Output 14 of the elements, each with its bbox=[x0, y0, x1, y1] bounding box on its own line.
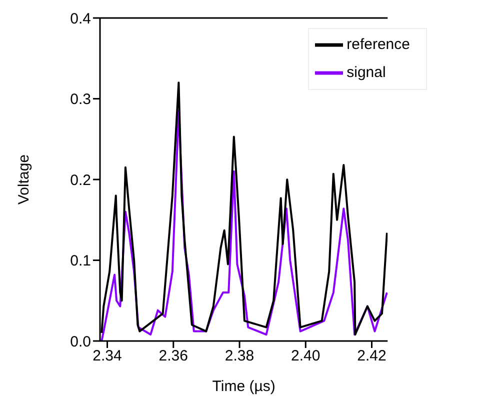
x-tick-label: 2.36 bbox=[158, 348, 188, 365]
x-tick-label: 2.38 bbox=[224, 348, 254, 365]
legend-label: signal bbox=[346, 64, 386, 81]
x-axis-title: Time (µs) bbox=[212, 378, 276, 395]
y-axis-title: Voltage bbox=[15, 154, 32, 205]
legend-label: reference bbox=[346, 36, 410, 53]
x-tick-label: 2.40 bbox=[291, 348, 320, 365]
x-tick-label: 2.42 bbox=[357, 348, 386, 365]
y-tick-label: 0.1 bbox=[70, 252, 91, 270]
y-tick-label: 0.0 bbox=[70, 333, 91, 350]
y-tick-label: 0.2 bbox=[70, 172, 91, 189]
x-tick-label: 2.34 bbox=[92, 348, 122, 365]
y-tick-label: 0.3 bbox=[70, 91, 91, 108]
y-tick-label: 0.4 bbox=[70, 10, 91, 28]
